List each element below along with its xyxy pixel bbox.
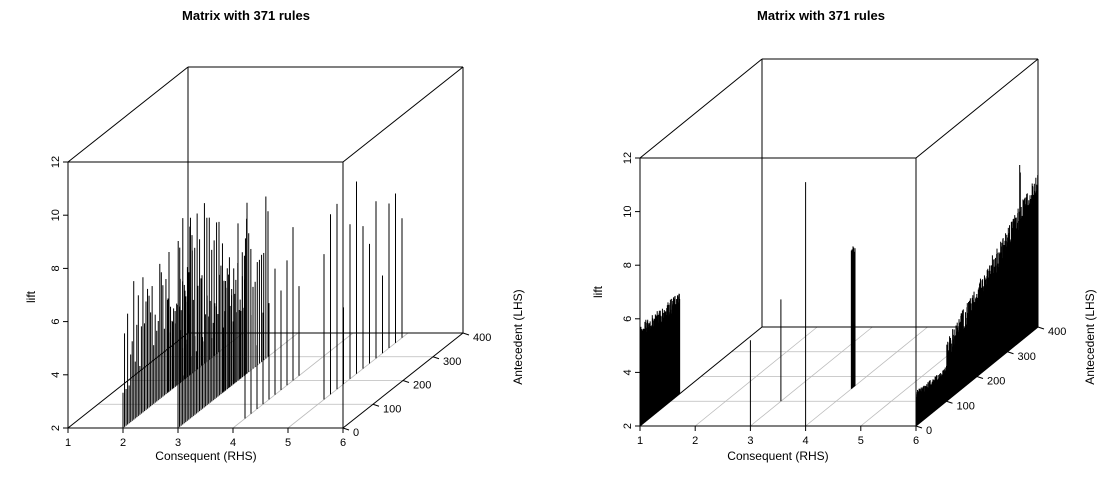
y-tick-label: 100 [957,400,975,412]
y-tick [372,403,380,407]
z-tick-label: 6 [622,316,634,322]
y-tick-label: 200 [413,380,431,392]
z-tick-label: 12 [50,156,62,168]
y-tick-label: 400 [473,332,491,344]
chart-title: Matrix with 371 rules [757,8,885,23]
x-axis-label: Consequent (RHS) [155,449,256,463]
x-tick-label: 1 [65,437,71,449]
y-tick [976,376,984,379]
y-tick [462,332,470,336]
y-tick-label: 0 [926,425,932,437]
x-tick-label: 2 [692,435,698,447]
z-tick-label: 4 [622,369,634,375]
box-edge [639,326,763,427]
y-tick [402,380,410,383]
y-tick-label: 200 [987,376,1005,388]
y-tick [432,356,440,360]
box-edge [639,58,763,159]
y-tick [915,425,923,429]
x-tick-label: 6 [340,437,346,449]
y-axis-label: Antecedent (LHS) [511,289,525,384]
z-axis-label: lift [591,285,605,298]
y-tick [1037,326,1045,330]
x-tick-label: 3 [747,435,753,447]
z-tick-label: 2 [50,425,62,431]
x-tick-label: 5 [285,437,291,449]
y-tick-label: 300 [1018,351,1036,363]
chart-title: Matrix with 371 rules [182,8,310,23]
z-tick-label: 6 [50,319,62,325]
z-axis-label: lift [24,290,38,303]
y-tick [1007,351,1014,355]
y-tick-label: 300 [443,356,461,368]
box-edge [915,58,1039,159]
z-tick-label: 8 [622,262,634,268]
z-tick-label: 8 [50,265,62,271]
x-tick-label: 6 [913,435,919,447]
z-tick-label: 10 [50,209,62,221]
box-edge [67,332,189,429]
y-tick [342,427,350,431]
box-edge [67,66,189,163]
y-tick-label: 100 [383,403,401,415]
x-axis-label: Consequent (RHS) [727,449,828,463]
x-tick-label: 4 [230,437,236,449]
x-tick-label: 4 [803,435,809,447]
z-tick-label: 10 [622,205,634,217]
y-tick-label: 0 [353,427,359,439]
z-tick-label: 12 [622,152,634,164]
z-tick-label: 4 [50,372,62,378]
z-tick-label: 2 [622,423,634,429]
x-tick-label: 2 [120,437,126,449]
x-tick-label: 3 [175,437,181,449]
y-axis-label: Antecedent (LHS) [1083,289,1097,384]
y-tick [946,400,953,404]
y-tick-label: 400 [1048,326,1066,338]
x-tick-label: 5 [858,435,864,447]
box-edge [342,66,464,163]
x-tick-label: 1 [637,435,643,447]
